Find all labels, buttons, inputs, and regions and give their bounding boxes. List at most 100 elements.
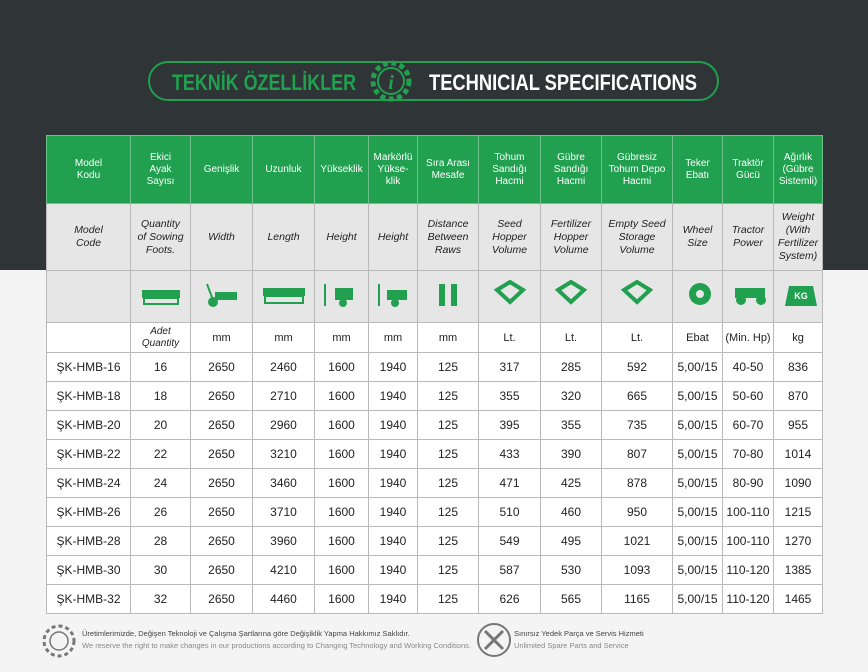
value-cell: 1940 <box>368 410 418 440</box>
model-cell: ŞK-HMB-18 <box>46 381 131 411</box>
header-cell: Quantity of Sowing Foots. <box>130 203 191 271</box>
value-cell: 26 <box>130 497 191 527</box>
service-tr: Sınırsız Yedek Parça ve Servis Hizmeti <box>514 629 644 638</box>
value-cell: 1940 <box>368 352 418 382</box>
header-cell: Width <box>190 203 253 271</box>
value-cell: 1014 <box>773 439 823 469</box>
model-cell: ŞK-HMB-16 <box>46 352 131 382</box>
unit-cell: (Min. Hp) <box>722 322 774 353</box>
data-row: ŞK-HMB-32 32 2650 4460 1600 1940 125 626 565 1165… <box>46 584 823 614</box>
value-cell: 950 <box>601 497 673 527</box>
value-cell: 40-50 <box>722 352 774 382</box>
icon-cell <box>190 270 253 323</box>
value-cell: 125 <box>417 381 479 411</box>
icon-cell <box>672 270 723 323</box>
value-cell: 1215 <box>773 497 823 527</box>
icon-cell <box>130 270 191 323</box>
value-cell: 3960 <box>252 526 315 556</box>
value-cell: 5,00/15 <box>672 381 723 411</box>
value-cell: 1600 <box>314 468 369 498</box>
value-cell: 125 <box>417 497 479 527</box>
value-cell: 1270 <box>773 526 823 556</box>
icon-cell <box>46 270 131 323</box>
data-row: ŞK-HMB-30 30 2650 4210 1600 1940 125 587 530 1093… <box>46 555 823 585</box>
value-cell: 1465 <box>773 584 823 614</box>
value-cell: 549 <box>478 526 541 556</box>
unit-cell: mm <box>252 322 315 353</box>
value-cell: 1093 <box>601 555 673 585</box>
header-cell: Model Kodu <box>46 135 131 204</box>
data-row: ŞK-HMB-24 24 2650 3460 1600 1940 125 471 425 878 5… <box>46 468 823 498</box>
value-cell: 495 <box>540 526 602 556</box>
value-cell: 1600 <box>314 410 369 440</box>
header-cell: Gübre Sandığı Hacmi <box>540 135 602 204</box>
value-cell: 5,00/15 <box>672 555 723 585</box>
value-cell: 395 <box>478 410 541 440</box>
kg-label: KG <box>794 291 808 301</box>
icon-cell <box>722 270 774 323</box>
value-cell: 1385 <box>773 555 823 585</box>
value-cell: 425 <box>540 468 602 498</box>
value-cell: 125 <box>417 410 479 440</box>
header-cell: Height <box>314 203 369 271</box>
column-icon <box>620 279 654 305</box>
header-cell: Fertilizer Hopper Volume <box>540 203 602 271</box>
model-cell: ŞK-HMB-28 <box>46 526 131 556</box>
value-cell: 125 <box>417 352 479 382</box>
value-cell: 2650 <box>190 584 253 614</box>
gear-icon <box>370 60 412 102</box>
value-cell: 878 <box>601 468 673 498</box>
header-cell: Tractor Power <box>722 203 774 271</box>
value-cell: 1940 <box>368 555 418 585</box>
value-cell: 870 <box>773 381 823 411</box>
value-cell: 1600 <box>314 439 369 469</box>
value-cell: 4210 <box>252 555 315 585</box>
icon-row: KG <box>46 270 823 323</box>
value-cell: 1940 <box>368 584 418 614</box>
icon-cell <box>314 270 369 323</box>
column-icon <box>439 284 457 306</box>
value-cell: 355 <box>478 381 541 411</box>
value-cell: 3460 <box>252 468 315 498</box>
unit-cell: mm <box>190 322 253 353</box>
model-cell: ŞK-HMB-30 <box>46 555 131 585</box>
header-row-tr: Model Kodu Ekici Ayak Sayısı Genişlik Uzunl… <box>46 135 823 204</box>
value-cell: 100-110 <box>722 497 774 527</box>
data-row: ŞK-HMB-16 16 2650 2460 1600 1940 125 317 285 592 5… <box>46 352 823 382</box>
value-cell: 433 <box>478 439 541 469</box>
unit-cell <box>46 322 131 353</box>
value-cell: 1940 <box>368 526 418 556</box>
header-cell: Sıra Arası Mesafe <box>417 135 479 204</box>
value-cell: 60-70 <box>722 410 774 440</box>
header-cell: Gübresiz Tohum Depo Hacmi <box>601 135 673 204</box>
value-cell: 125 <box>417 526 479 556</box>
unit-cell: Lt. <box>601 322 673 353</box>
value-cell: 80-90 <box>722 468 774 498</box>
value-cell: 28 <box>130 526 191 556</box>
value-cell: 1600 <box>314 381 369 411</box>
note-tr: Üretimlerimizde, Değişen Teknoloji ve Ça… <box>82 629 410 638</box>
value-cell: 24 <box>130 468 191 498</box>
value-cell: 2650 <box>190 555 253 585</box>
value-cell: 125 <box>417 468 479 498</box>
value-cell: 2650 <box>190 381 253 411</box>
data-row: ŞK-HMB-22 22 2650 3210 1600 1940 125 433 390 807 5… <box>46 439 823 469</box>
value-cell: 18 <box>130 381 191 411</box>
value-cell: 320 <box>540 381 602 411</box>
value-cell: 100-110 <box>722 526 774 556</box>
value-cell: 1600 <box>314 526 369 556</box>
value-cell: 1600 <box>314 555 369 585</box>
value-cell: 1600 <box>314 584 369 614</box>
value-cell: 735 <box>601 410 673 440</box>
value-cell: 836 <box>773 352 823 382</box>
value-cell: 70-80 <box>722 439 774 469</box>
value-cell: 565 <box>540 584 602 614</box>
value-cell: 125 <box>417 584 479 614</box>
value-cell: 1600 <box>314 497 369 527</box>
value-cell: 20 <box>130 410 191 440</box>
value-cell: 592 <box>601 352 673 382</box>
title-pill <box>148 61 719 101</box>
column-icon <box>735 288 766 305</box>
value-cell: 285 <box>540 352 602 382</box>
